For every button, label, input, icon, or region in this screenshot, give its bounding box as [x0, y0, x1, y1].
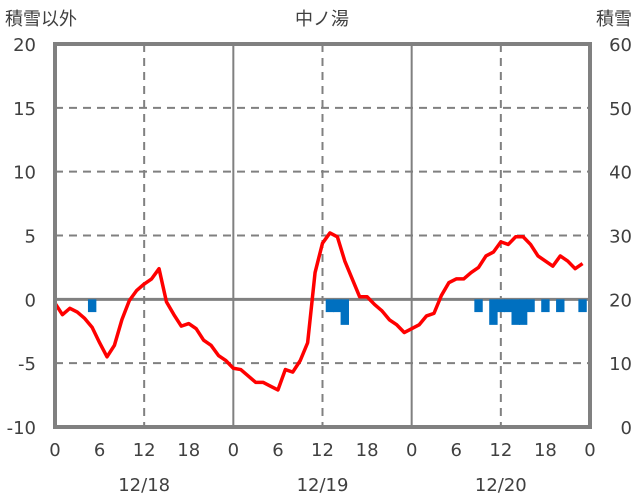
bar — [340, 299, 349, 325]
y-tick-right: 50 — [609, 99, 632, 120]
y-tick-left: 15 — [13, 99, 36, 120]
date-label: 12/18 — [118, 475, 170, 496]
y-tick-left: 20 — [13, 35, 36, 56]
bar — [511, 299, 520, 325]
chart-title: 中ノ湯 — [295, 9, 349, 30]
bar — [474, 299, 483, 313]
y-tick-right: 10 — [609, 354, 632, 375]
y-tick-left: 0 — [25, 290, 36, 311]
x-tick: 18 — [534, 440, 557, 461]
x-tick: 6 — [451, 440, 462, 461]
y-tick-left: 10 — [13, 163, 36, 184]
x-tick: 0 — [49, 440, 60, 461]
plot-frame — [53, 42, 592, 429]
y-tick-left: -5 — [18, 354, 36, 375]
bar — [325, 299, 335, 313]
y-tick-right: 30 — [609, 227, 632, 248]
y-tick-right: 0 — [621, 418, 632, 439]
x-tick: 12 — [133, 440, 156, 461]
right-axis-title: 積雪 — [596, 9, 632, 30]
date-label: 12/20 — [475, 475, 527, 496]
bar — [541, 299, 550, 313]
x-tick: 6 — [94, 440, 105, 461]
x-tick: 6 — [272, 440, 283, 461]
x-tick: 18 — [177, 440, 200, 461]
bar — [489, 299, 498, 325]
y-tick-left: 5 — [25, 227, 36, 248]
x-tick: 12 — [489, 440, 512, 461]
bar — [333, 299, 342, 313]
y-tick-left: -10 — [7, 418, 36, 439]
date-label: 12/19 — [297, 475, 349, 496]
x-tick: 18 — [356, 440, 379, 461]
bar — [496, 299, 506, 313]
x-tick: 0 — [584, 440, 595, 461]
bar — [504, 299, 513, 313]
x-tick: 12 — [311, 440, 334, 461]
x-tick: 0 — [406, 440, 417, 461]
y-tick-right: 40 — [609, 163, 632, 184]
bar — [518, 299, 528, 325]
bar — [578, 299, 587, 313]
bar — [556, 299, 565, 313]
temperature-line — [53, 231, 584, 392]
y-tick-right: 20 — [609, 290, 632, 311]
bar — [87, 299, 97, 313]
left-axis-title: 積雪以外 — [5, 9, 77, 30]
x-tick: 0 — [228, 440, 239, 461]
y-tick-right: 60 — [609, 35, 632, 56]
bar — [526, 299, 535, 313]
